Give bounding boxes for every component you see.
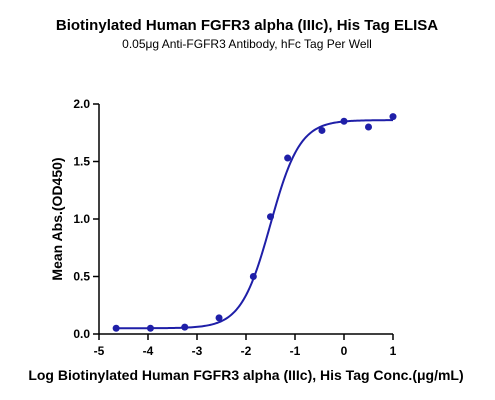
data-point [146, 324, 154, 332]
x-ticks: -5 -4 -3 -2 -1 0 1 [94, 334, 397, 358]
x-tick-label: -3 [192, 344, 203, 358]
y-axis-label: Mean Abs.(OD450) [49, 157, 65, 280]
x-tick-label: 0 [341, 344, 348, 358]
data-points [112, 113, 397, 332]
y-ticks: 0.0 0.5 1.0 1.5 2.0 [73, 97, 99, 341]
chart-subtitle: 0.05μg Anti-FGFR3 Antibody, hFc Tag Per … [122, 37, 372, 51]
data-point [249, 273, 257, 280]
data-point [365, 123, 372, 131]
x-tick-label: -1 [290, 344, 301, 358]
data-point [181, 323, 189, 331]
fit-curve [116, 119, 393, 330]
data-point [112, 324, 120, 332]
y-tick-label: 0.0 [73, 327, 90, 341]
chart-title: Biotinylated Human FGFR3 alpha (IIIc), H… [56, 17, 438, 34]
data-point [318, 126, 326, 134]
x-tick-label: 1 [390, 344, 397, 358]
data-point [389, 113, 397, 121]
y-tick-label: 0.5 [73, 270, 90, 284]
x-tick-label: -4 [143, 344, 154, 358]
x-tick-label: -5 [94, 344, 105, 358]
y-tick-label: 2.0 [73, 97, 90, 111]
y-tick-label: 1.0 [73, 212, 90, 226]
data-point [284, 154, 292, 162]
x-axis-label: Log Biotinylated Human FGFR3 alpha (IIIc… [28, 367, 463, 383]
data-point [215, 314, 223, 322]
data-point [267, 213, 274, 221]
y-tick-label: 1.5 [73, 155, 90, 169]
plot-area: 0.0 0.5 1.0 1.5 2.0 -5 -4 -3 -2 -1 0 1 [73, 97, 396, 358]
data-point [340, 117, 348, 125]
x-tick-label: -2 [241, 344, 252, 358]
